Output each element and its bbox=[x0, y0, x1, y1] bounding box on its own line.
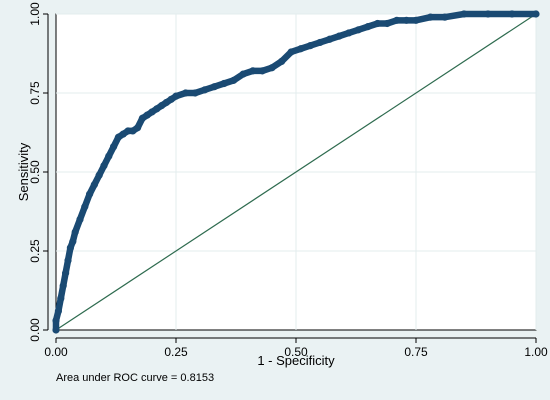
roc-point bbox=[460, 10, 468, 18]
roc-point bbox=[316, 38, 324, 47]
roc-point bbox=[69, 237, 77, 246]
roc-point bbox=[110, 143, 118, 151]
roc-point bbox=[508, 10, 516, 18]
roc-point bbox=[374, 19, 382, 28]
roc-point bbox=[297, 45, 305, 53]
auc-note: Area under ROC curve = 0.8153 bbox=[56, 372, 214, 384]
x-tick-label: 1.00 bbox=[524, 345, 548, 359]
roc-point bbox=[220, 79, 228, 88]
roc-point bbox=[182, 89, 190, 97]
x-tick-label: 0.00 bbox=[44, 345, 68, 359]
roc-point bbox=[484, 10, 492, 18]
x-tick-label: 0.75 bbox=[404, 345, 428, 359]
roc-point bbox=[62, 269, 70, 277]
roc-point bbox=[66, 244, 74, 252]
roc-point bbox=[287, 48, 295, 56]
roc-point bbox=[76, 215, 84, 223]
roc-point bbox=[210, 83, 218, 91]
axes: 0.00 0.25 0.50 0.75 1.00 0.00 0.25 0.50 0.75 1.00 bbox=[28, 2, 548, 359]
y-tick-label: 1.00 bbox=[28, 2, 42, 26]
roc-point bbox=[383, 19, 391, 28]
roc-point bbox=[335, 32, 343, 40]
roc-point bbox=[278, 57, 286, 65]
y-tick-label: 0.00 bbox=[28, 318, 42, 342]
roc-point bbox=[52, 326, 60, 334]
roc-point bbox=[54, 307, 63, 315]
roc-point bbox=[81, 203, 89, 211]
roc-point bbox=[100, 162, 108, 170]
y-tick-label: 0.75 bbox=[28, 81, 42, 105]
roc-point bbox=[172, 92, 180, 100]
roc-point bbox=[59, 282, 67, 290]
roc-point bbox=[441, 13, 449, 21]
roc-point bbox=[326, 35, 334, 43]
roc-point bbox=[364, 23, 372, 31]
roc-point bbox=[86, 190, 94, 198]
roc-point bbox=[191, 89, 199, 97]
roc-point bbox=[134, 124, 142, 132]
roc-point bbox=[306, 42, 314, 50]
roc-point bbox=[95, 171, 103, 179]
roc-point bbox=[230, 76, 238, 84]
reference-line bbox=[55, 13, 537, 331]
series-group bbox=[52, 10, 540, 334]
roc-point bbox=[268, 64, 276, 72]
roc-point bbox=[201, 86, 209, 94]
roc-point bbox=[402, 16, 410, 24]
y-tick-label: 0.50 bbox=[28, 160, 42, 184]
x-axis-title: 1 - Specificity bbox=[257, 353, 335, 368]
roc-point bbox=[90, 181, 98, 189]
roc-point bbox=[239, 70, 247, 78]
roc-point bbox=[52, 316, 60, 325]
roc-point bbox=[345, 29, 353, 37]
roc-point bbox=[426, 13, 434, 21]
roc-point bbox=[71, 228, 79, 236]
y-axis-title: Sensitivity bbox=[16, 142, 31, 201]
roc-point bbox=[57, 294, 65, 302]
roc-point bbox=[393, 16, 401, 24]
roc-point bbox=[412, 16, 420, 24]
roc-point bbox=[354, 26, 362, 34]
roc-point bbox=[249, 67, 257, 75]
x-tick-label: 0.50 bbox=[284, 345, 308, 359]
x-tick-label: 0.25 bbox=[164, 345, 188, 359]
roc-point bbox=[64, 256, 72, 265]
roc-point bbox=[532, 10, 540, 18]
y-tick-label: 0.25 bbox=[28, 239, 42, 263]
roc-point bbox=[258, 67, 266, 75]
roc-point bbox=[105, 152, 113, 160]
